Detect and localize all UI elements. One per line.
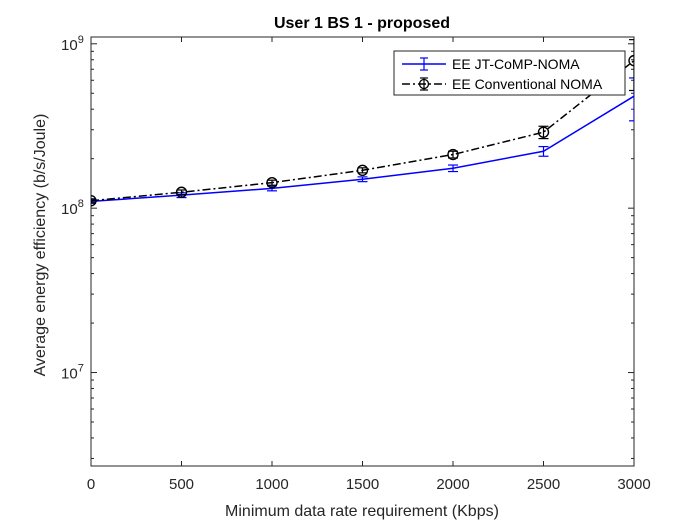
x-tick-label: 500 [169,476,194,493]
legend: EE JT-CoMP-NOMA EE Conventional NOMA [393,50,626,96]
legend-box [393,50,626,96]
x-tick-label: 0 [87,476,95,493]
x-tick-label: 1000 [255,476,288,493]
y-tick-label: 107 [61,363,84,383]
y-tick-label: 109 [61,34,84,54]
series-group [91,39,634,207]
data-point [537,126,550,138]
plot-area: 0 500 1000 1500 2000 2500 3000 107 108 109 [61,34,651,493]
data-point [175,186,188,198]
legend-marker [418,78,430,90]
legend-entry: EE Conventional NOMA [452,76,603,92]
y-axis-label: Average energy efficiency (b/s/Joule) [32,114,49,377]
data-point [628,54,634,67]
x-tick-label: 1500 [346,476,379,493]
x-tick-label: 3000 [617,476,650,493]
x-tick-label: 2000 [436,476,469,493]
x-axis-label: Minimum data rate requirement (Kbps) [225,503,499,520]
chart-title: User 1 BS 1 - proposed [274,15,450,32]
data-point [91,195,97,207]
legend-entry: EE JT-CoMP-NOMA [452,56,580,72]
x-tick-label: 2500 [527,476,560,493]
y-tick-label: 108 [61,198,84,218]
data-point [447,148,459,161]
data-point [266,176,278,189]
data-point [356,164,369,176]
